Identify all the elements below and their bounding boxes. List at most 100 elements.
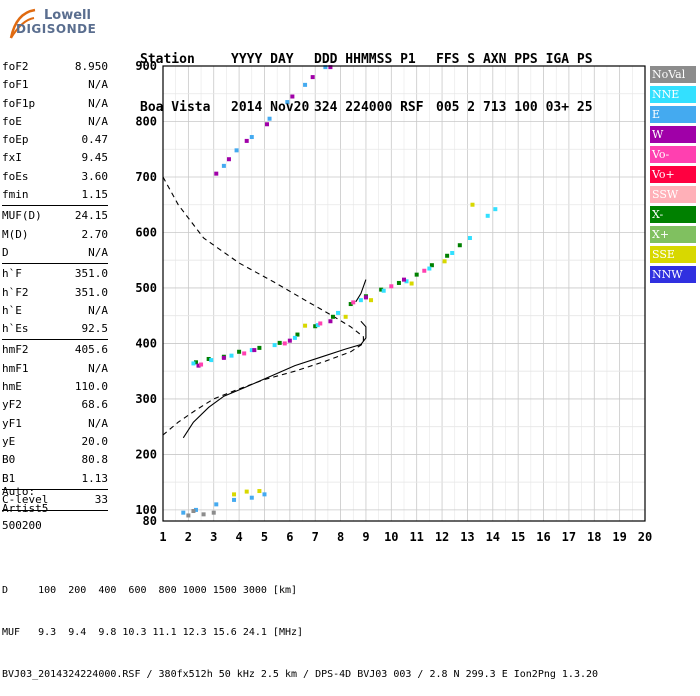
param-row: foF2 8.950 (2, 58, 108, 76)
logo-word-digisonde: DIGISONDE (16, 22, 97, 36)
y-tick-label: 80 (143, 514, 157, 528)
trace-point (232, 497, 237, 502)
header-col-date: YYYY DAY (231, 52, 294, 67)
x-tick-label: 10 (384, 530, 398, 544)
legend-item: Vo- (650, 146, 696, 163)
param-row: yE 20.0 (2, 433, 108, 451)
x-tick-label: 7 (312, 530, 319, 544)
param-label: fmin (2, 188, 29, 202)
trace-series (199, 268, 427, 367)
param-value: N/A (88, 416, 108, 430)
param-row: fxI 9.45 (2, 149, 108, 167)
trace-point (485, 213, 490, 218)
param-value: 110.0 (74, 380, 108, 394)
trace-point (191, 361, 196, 366)
trace-point (363, 295, 368, 300)
params-separator (2, 205, 108, 207)
true-height-profile (182, 320, 367, 439)
trace-point (211, 510, 216, 515)
param-row: B0 80.8 (2, 451, 108, 469)
trace-point (249, 495, 254, 500)
trace-point (303, 323, 308, 328)
trace-point (358, 298, 363, 303)
param-value: 33 (94, 492, 108, 506)
param-row: hmE 110.0 (2, 378, 108, 396)
y-tick-label: 300 (135, 392, 157, 406)
param-row: MUF(D) 24.15 (2, 207, 108, 225)
profile-curves (162, 176, 367, 439)
x-tick-label: 19 (612, 530, 626, 544)
legend-item: Vo+ (650, 166, 696, 183)
x-tick-label: 1 (159, 530, 166, 544)
trace-point (445, 253, 450, 258)
trace-point (193, 507, 198, 512)
param-row: yF2 68.6 (2, 396, 108, 414)
params-separator (2, 263, 108, 265)
x-tick-label: 15 (511, 530, 525, 544)
ionogram-chart: 1 2 3 4 5 6 7 8 9 10 11 12 13 14 15 16 17 18 19 20 80100200… (135, 59, 652, 544)
param-label: fxI (2, 151, 22, 165)
param-label: h`F (2, 267, 22, 281)
params-separator (2, 488, 108, 490)
trace-point (450, 250, 455, 255)
param-row: h`F 351.0 (2, 265, 108, 283)
x-tick-label: 20 (638, 530, 652, 544)
param-value: 1.13 (81, 471, 109, 485)
param-row: hmF1 N/A (2, 360, 108, 378)
trace-point (396, 280, 401, 285)
trace-point (237, 349, 242, 354)
x-tick-label: 11 (409, 530, 423, 544)
param-label: foEp (2, 133, 29, 147)
y-tick-label: 400 (135, 336, 157, 350)
param-value: 0.47 (81, 133, 109, 147)
trace-point (267, 116, 272, 121)
param-label: MUF(D) (2, 209, 42, 223)
trace-point (181, 510, 186, 515)
trace-point (214, 502, 219, 507)
trace-point (249, 348, 254, 353)
trace-series (186, 509, 216, 518)
trace-point (303, 82, 308, 87)
param-label: yF1 (2, 416, 22, 430)
param-value: 2.70 (81, 227, 109, 241)
trace-series (181, 65, 328, 515)
header-labels-row: Station YYYY DAY DDD HHMMSS P1 FFS S AXN PP… (140, 52, 593, 68)
trace-point (414, 272, 419, 277)
trace-point (226, 157, 231, 162)
auto-code: 500200 (2, 519, 42, 532)
x-tick-label: 2 (185, 530, 192, 544)
param-row: h`Es 92.5 (2, 320, 108, 338)
header-col-settings: FFS S AXN PPS IGA PS (436, 52, 593, 67)
trace-point (285, 100, 290, 105)
trace-point (196, 363, 201, 368)
param-value: 1.15 (81, 188, 109, 202)
param-value: 92.5 (81, 322, 109, 336)
param-label: hmF2 (2, 343, 29, 357)
param-row: hmF2 405.6 (2, 341, 108, 359)
autoscaling-info: Auto: Artist5 500200 (2, 483, 48, 534)
trace-point (244, 489, 249, 494)
y-tick-label: 900 (135, 59, 157, 73)
param-row: foEs 3.60 (2, 168, 108, 186)
param-label: M(D) (2, 227, 29, 241)
trace-point (318, 321, 323, 326)
trace-point (292, 335, 297, 340)
trace-point (272, 343, 277, 348)
param-label: h`F2 (2, 285, 29, 299)
trace-point (277, 340, 282, 345)
param-value: 68.6 (81, 398, 109, 412)
trace-point (402, 277, 406, 282)
trace-point (244, 138, 249, 143)
legend-item: SSW (650, 186, 696, 203)
param-label: B1 (2, 471, 16, 485)
y-tick-label: 500 (135, 281, 157, 295)
trace-point (249, 135, 254, 140)
trace-point (323, 65, 328, 70)
trace-point (201, 512, 206, 517)
trace-point (330, 314, 335, 319)
x-tick-label: 12 (435, 530, 449, 544)
param-label: D (2, 245, 9, 259)
legend-item: NNW (650, 266, 696, 283)
param-row: h`E N/A (2, 302, 108, 320)
x-tick-label: 17 (562, 530, 576, 544)
